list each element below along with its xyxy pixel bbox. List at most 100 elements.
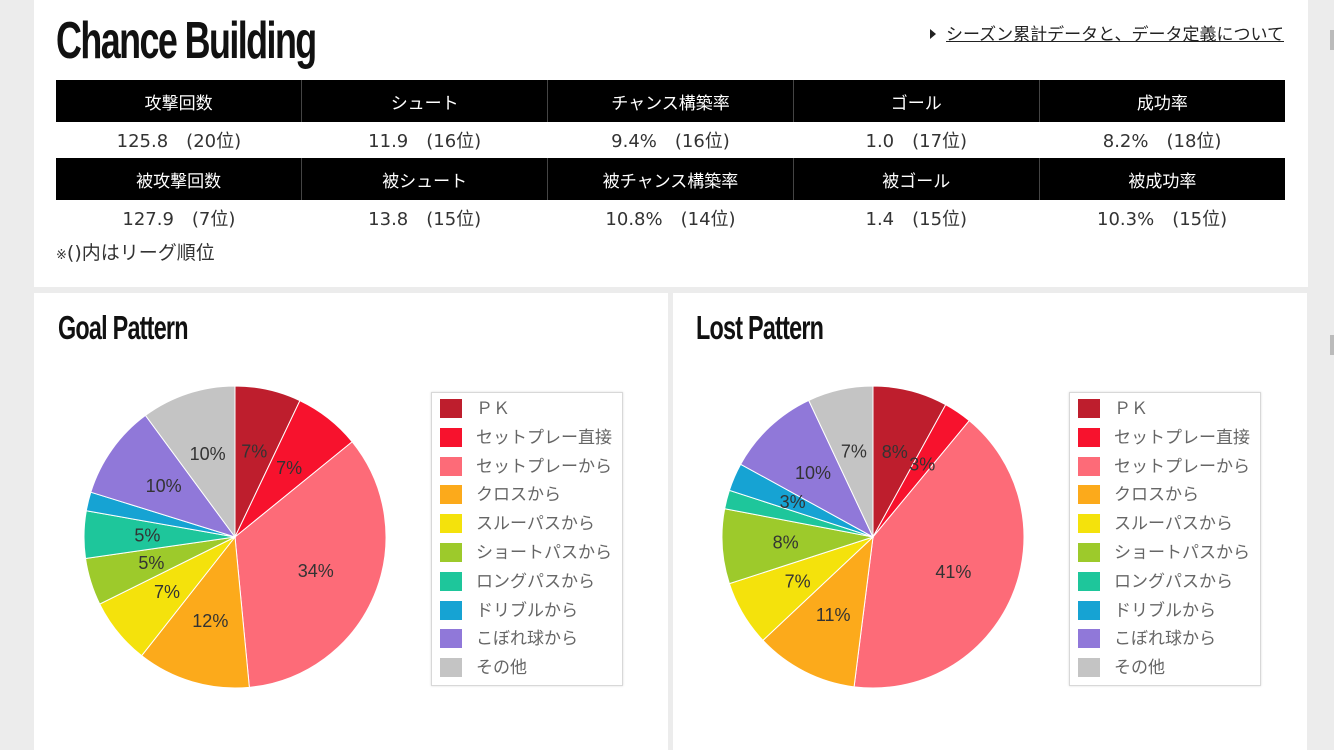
legend-swatch — [440, 571, 462, 591]
lost-data-label-4: 11% — [816, 605, 851, 625]
lost-pattern-title: Lost Pattern — [696, 310, 824, 347]
goal-slice-4[interactable] — [140, 535, 250, 689]
header-shots: シュート — [301, 80, 548, 122]
legend-swatch — [1078, 629, 1100, 649]
value-success-rate: 8.2% (18位) — [1102, 131, 1222, 152]
lost-pattern-legend: ＰＫ セットプレー直接 セットプレーから クロスから スルーパスから ショートパスから ロン… — [1069, 392, 1261, 686]
goal-data-label-3: 34% — [298, 561, 334, 581]
legend-swatch — [440, 543, 462, 562]
lost-slice-3[interactable] — [853, 419, 1025, 689]
value-shots-against: 13.8 (15位) — [368, 209, 482, 230]
goal-pattern-pie: 7% 7% 34% 12% 7% 5% 5% 10% 10% — [83, 385, 387, 689]
header-chance-rate-against: 被チャンス構築率 — [547, 158, 794, 200]
legend-swatch — [440, 658, 462, 678]
legend-label: ＰＫ — [1114, 399, 1148, 419]
legend-label: ロングパスから — [476, 571, 595, 592]
legend-label: クロスから — [1114, 485, 1199, 506]
legend-label: ドリブルから — [1114, 600, 1216, 621]
defense-stats-table: 被攻撃回数 被シュート 被チャンス構築率 被ゴール 被成功率 127.9 (7位… — [56, 158, 1285, 236]
chance-building-title: Chance Building — [56, 11, 317, 70]
scroll-indicator-bottom — [1330, 335, 1334, 355]
legend-swatch — [1078, 485, 1100, 505]
legend-label: その他 — [476, 658, 527, 679]
chance-building-card — [34, 0, 1308, 287]
header-success-rate-against: 被成功率 — [1038, 158, 1285, 200]
lost-data-label-5: 7% — [785, 572, 811, 592]
legend-label: こぼれ球から — [476, 629, 578, 650]
goal-data-label-6: 5% — [138, 553, 164, 573]
goal-pattern-title: Goal Pattern — [58, 310, 189, 347]
legend-swatch — [440, 600, 462, 620]
legend-label: その他 — [1114, 658, 1165, 679]
goal-slice-9[interactable] — [90, 414, 237, 538]
season-data-link[interactable]: シーズン累計データと、データ定義について — [930, 20, 1284, 45]
header-chance-rate: チャンス構築率 — [547, 80, 794, 122]
legend-swatch — [1078, 543, 1100, 562]
lost-pattern-pie: 8%3%41%11%7%8%3%10%7% — [721, 385, 1025, 689]
legend-swatch — [1078, 600, 1100, 620]
legend-swatch — [440, 514, 462, 534]
goal-data-label-5: 7% — [154, 582, 180, 602]
goal-data-label-10: 10% — [190, 444, 226, 464]
lost-data-label-9: 10% — [795, 463, 831, 483]
legend-label: ショートパスから — [476, 543, 612, 563]
value-chance-rate: 9.4% (16位) — [611, 131, 730, 152]
legend-swatch — [1078, 571, 1100, 591]
legend-swatch — [440, 456, 462, 476]
legend-swatch — [1078, 399, 1100, 418]
goal-data-label-2: 7% — [276, 458, 302, 478]
goal-slice-3[interactable] — [234, 441, 387, 688]
lost-data-label-3: 41% — [935, 562, 971, 582]
attack-header-row: 攻撃回数 シュート チャンス構築率 ゴール 成功率 — [56, 80, 1285, 122]
header-shots-against: 被シュート — [301, 158, 548, 200]
header-goals-against: 被ゴール — [792, 158, 1040, 200]
goal-data-label-1: 7% — [241, 442, 267, 462]
lost-slice-10[interactable] — [808, 385, 874, 538]
legend-label: ショートパスから — [1114, 543, 1250, 563]
lost-data-label-6: 8% — [773, 532, 799, 552]
goal-data-label-4: 12% — [192, 611, 228, 631]
legend-label: スルーパスから — [476, 514, 595, 535]
scroll-indicator-top — [1330, 30, 1334, 50]
legend-label: ドリブルから — [476, 600, 578, 621]
lost-slice-9[interactable] — [739, 399, 875, 539]
value-attacks: 125.8 (20位) — [116, 131, 242, 152]
legend-label: ＰＫ — [476, 399, 510, 419]
legend-swatch — [440, 485, 462, 505]
legend-swatch — [1078, 514, 1100, 534]
lost-data-label-2: 3% — [909, 455, 935, 475]
legend-label: セットプレーから — [476, 456, 612, 477]
legend-label: スルーパスから — [1114, 514, 1233, 535]
legend-swatch — [1078, 456, 1100, 476]
legend-swatch — [440, 629, 462, 649]
goal-slice-10[interactable] — [144, 385, 236, 539]
legend-swatch — [1078, 658, 1100, 678]
goal-data-label-7: 5% — [134, 526, 160, 546]
triangle-right-icon — [930, 29, 937, 39]
legend-swatch — [440, 399, 462, 418]
legend-label: セットプレー直接 — [476, 427, 612, 448]
legend-swatch — [1078, 427, 1100, 447]
note-text: ()内はリーグ順位 — [66, 242, 215, 264]
attack-value-row: 125.8 (20位) 11.9 (16位) 9.4% (16位) 1.0 (1… — [56, 122, 1285, 158]
header-goals: ゴール — [792, 80, 1040, 122]
goal-pattern-legend: ＰＫ セットプレー直接 セットプレーから クロスから スルーパスから ショートパスから ロン… — [431, 392, 623, 686]
value-goals-against: 1.4 (15位) — [865, 209, 968, 230]
note-mark: ※ — [56, 248, 67, 263]
lost-slice-4[interactable] — [762, 535, 874, 688]
defense-value-row: 127.9 (7位) 13.8 (15位) 10.8% (14位) 1.4 (1… — [56, 200, 1285, 236]
header-attacks-against: 被攻撃回数 — [56, 158, 302, 200]
value-goals: 1.0 (17位) — [865, 131, 968, 152]
legend-label: セットプレーから — [1114, 456, 1250, 477]
legend-label: こぼれ球から — [1114, 629, 1216, 650]
season-data-link-text[interactable]: シーズン累計データと、データ定義について — [946, 25, 1284, 45]
value-attacks-against: 127.9 (7位) — [122, 209, 236, 230]
value-shots: 11.9 (16位) — [368, 131, 482, 152]
header-success-rate: 成功率 — [1038, 80, 1285, 122]
legend-label: ロングパスから — [1114, 571, 1233, 592]
lost-data-label-10: 7% — [841, 442, 867, 462]
value-chance-rate-against: 10.8% (14位) — [605, 209, 736, 230]
attack-stats-table: 攻撃回数 シュート チャンス構築率 ゴール 成功率 125.8 (20位) 11… — [56, 80, 1285, 158]
header-attacks: 攻撃回数 — [56, 80, 302, 122]
lost-data-label-1: 8% — [882, 442, 908, 462]
